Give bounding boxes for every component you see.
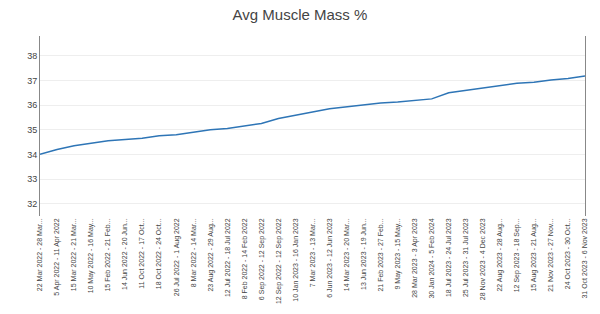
svg-text:18 Jul 2023 - 24 Jul 2023: 18 Jul 2023 - 24 Jul 2023: [445, 218, 452, 297]
svg-text:21 Nov 2023 - 27 Nov...: 21 Nov 2023 - 27 Nov...: [547, 218, 554, 291]
svg-text:14 Jun 2022 - 20 Jun...: 14 Jun 2022 - 20 Jun...: [121, 218, 128, 290]
svg-text:13 Jun 2023 - 19 Jun...: 13 Jun 2023 - 19 Jun...: [360, 218, 367, 290]
svg-text:8 Feb 2022 - 14 Feb 2022: 8 Feb 2022 - 14 Feb 2022: [241, 218, 248, 299]
svg-text:15 Aug 2023 - 21 Aug...: 15 Aug 2023 - 21 Aug...: [530, 218, 538, 291]
svg-text:28 Nov 2023 - 4 Dec 2023: 28 Nov 2023 - 4 Dec 2023: [479, 218, 486, 300]
svg-text:34: 34: [27, 150, 37, 160]
svg-text:37: 37: [27, 76, 37, 86]
svg-text:28 Mar 2023 - 3 Apr 2023: 28 Mar 2023 - 3 Apr 2023: [411, 218, 419, 297]
svg-text:8 Mar 2022 - 14 Mar...: 8 Mar 2022 - 14 Mar...: [190, 218, 197, 287]
svg-text:15 Mar 2022 - 21 Mar...: 15 Mar 2022 - 21 Mar...: [70, 218, 77, 291]
svg-text:11 Oct 2022 - 17 Oct...: 11 Oct 2022 - 17 Oct...: [138, 218, 145, 288]
svg-text:10 May 2022 - 16 May...: 10 May 2022 - 16 May...: [87, 218, 95, 293]
svg-text:12 Sep 2023 - 18 Sep...: 12 Sep 2023 - 18 Sep...: [513, 218, 521, 292]
svg-text:22 Aug 2023 - 28 Aug...: 22 Aug 2023 - 28 Aug...: [496, 218, 504, 291]
svg-text:14 Mar 2023 - 20 Mar...: 14 Mar 2023 - 20 Mar...: [343, 218, 350, 291]
svg-text:22 Mar 2022 - 28 Mar...: 22 Mar 2022 - 28 Mar...: [36, 218, 43, 291]
svg-text:5 Apr 2022 - 11 Apr 2022: 5 Apr 2022 - 11 Apr 2022: [53, 218, 61, 295]
svg-text:24 Oct 2023 - 30 Oct...: 24 Oct 2023 - 30 Oct...: [564, 218, 571, 289]
svg-text:12 Sep 2022 - 12 Sep 2022: 12 Sep 2022 - 12 Sep 2022: [275, 218, 283, 304]
svg-text:23 Aug 2022 - 29 Aug...: 23 Aug 2022 - 29 Aug...: [207, 218, 215, 291]
svg-text:6 Jun 2023 - 12 Jun 2023: 6 Jun 2023 - 12 Jun 2023: [326, 218, 333, 298]
svg-text:38: 38: [27, 51, 37, 61]
svg-text:25 Jul 2023 - 31 Jul 2023: 25 Jul 2023 - 31 Jul 2023: [462, 218, 469, 297]
svg-text:36: 36: [27, 100, 37, 110]
svg-text:18 Oct 2022 - 24 Oct...: 18 Oct 2022 - 24 Oct...: [155, 218, 162, 289]
svg-text:30 Jan 2024 - 5 Feb 2024: 30 Jan 2024 - 5 Feb 2024: [428, 218, 435, 298]
svg-text:6 Sep 2022 - 12 Sep 2022: 6 Sep 2022 - 12 Sep 2022: [258, 218, 266, 300]
svg-text:Avg Muscle Mass %: Avg Muscle Mass %: [233, 6, 368, 23]
svg-text:9 May 2023 - 15 May...: 9 May 2023 - 15 May...: [394, 218, 402, 289]
svg-text:32: 32: [27, 199, 37, 209]
svg-text:10 Jan 2023 - 16 Jan 2023: 10 Jan 2023 - 16 Jan 2023: [292, 218, 299, 301]
svg-text:35: 35: [27, 125, 37, 135]
svg-text:21 Feb 2023 - 27 Feb...: 21 Feb 2023 - 27 Feb...: [377, 218, 384, 291]
svg-text:15 Feb 2022 - 21 Feb...: 15 Feb 2022 - 21 Feb...: [104, 218, 111, 291]
svg-text:31 Oct 2023 - 6 Nov 2023: 31 Oct 2023 - 6 Nov 2023: [581, 218, 588, 298]
svg-text:7 Mar 2023 - 13 Mar...: 7 Mar 2023 - 13 Mar...: [309, 218, 316, 287]
svg-text:26 Jul 2022 - 1 Aug 2022: 26 Jul 2022 - 1 Aug 2022: [173, 218, 181, 296]
svg-text:12 Jul 2022 - 18 Jul 2022: 12 Jul 2022 - 18 Jul 2022: [224, 218, 231, 297]
svg-text:33: 33: [27, 174, 37, 184]
